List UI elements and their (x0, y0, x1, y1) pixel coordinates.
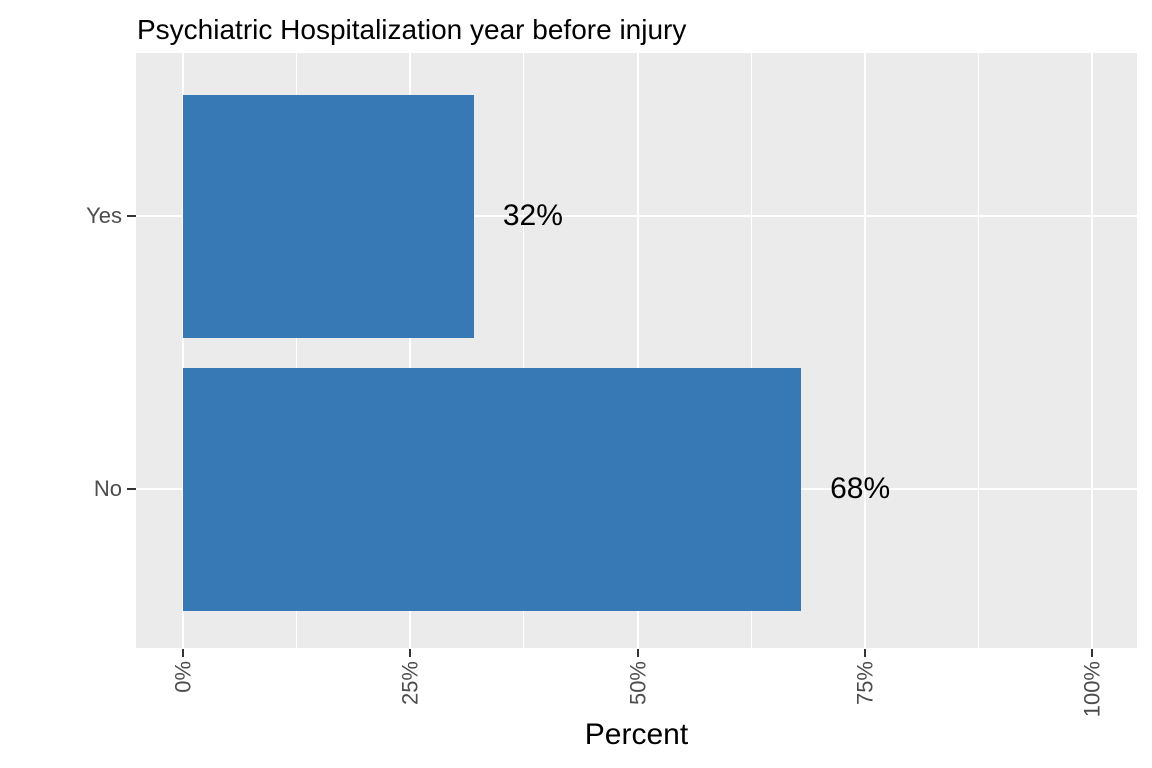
x-tick-mark (409, 649, 412, 657)
x-axis-title: Percent (584, 718, 689, 751)
x-tick-label: 50% (624, 661, 650, 706)
x-tick-mark (636, 649, 639, 657)
bar-yes (183, 94, 474, 338)
major-gridline-x (1091, 53, 1093, 648)
bar-value-label: 32% (502, 199, 563, 232)
x-tick-mark (1091, 649, 1093, 657)
x-tick-label: 25% (397, 661, 423, 706)
minor-gridline-x (750, 53, 752, 648)
major-gridline-x (636, 53, 639, 648)
bar-no (183, 367, 802, 611)
x-tick-label: 0% (170, 661, 196, 693)
minor-gridline-x (977, 53, 979, 648)
minor-gridline-x (523, 53, 525, 648)
major-gridline-x (863, 53, 866, 648)
major-gridline-x (409, 53, 412, 648)
x-tick-label: 100% (1079, 661, 1105, 718)
y-tick-mark (127, 488, 136, 490)
x-tick-mark (863, 649, 866, 657)
x-tick-label: 75% (852, 661, 878, 706)
y-tick-mark (127, 215, 136, 217)
plot-panel: 32% 68% (136, 53, 1137, 648)
bar-value-label: 68% (830, 472, 891, 505)
minor-gridline-x (296, 53, 298, 648)
y-tick-label-yes: Yes (86, 203, 122, 228)
major-gridline-x (182, 53, 184, 648)
y-tick-label-no: No (93, 476, 122, 501)
x-tick-mark (182, 649, 184, 657)
chart-title: Psychiatric Hospitalization year before … (137, 14, 687, 45)
major-gridline-y (136, 215, 1137, 217)
